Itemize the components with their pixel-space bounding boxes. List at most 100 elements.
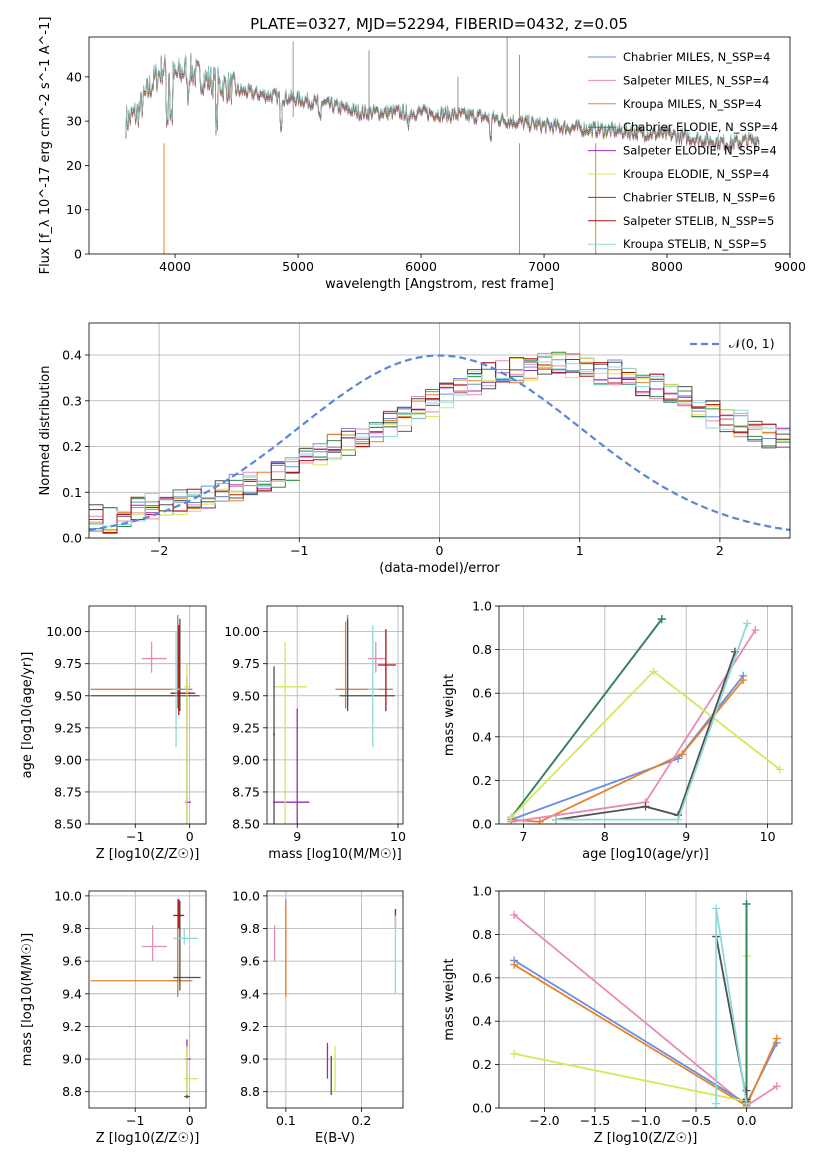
- axes-frame: [266, 890, 404, 1109]
- weight-line-chabrier_elodie: [510, 618, 663, 819]
- x-tick-label: −1.0: [630, 1113, 660, 1128]
- x-tick-label: 0: [186, 829, 194, 844]
- y-axis-label: age [log10(age/yr)]: [20, 652, 35, 779]
- weight-point-kroupa_miles: [510, 960, 519, 969]
- y-tick-label: 9.6: [240, 954, 260, 969]
- panel-mass_vs_ebv: 0.1 0.2 8.8 9.0 9.2 9.4 9.6 9.8 10.0 E(B-V): [232, 888, 404, 1146]
- x-axis-label: age [log10(age/yr)]: [582, 847, 709, 862]
- axes-frame: [266, 605, 404, 825]
- y-tick-label: 0.3: [62, 393, 82, 408]
- x-tick-label: 8000: [651, 259, 683, 274]
- panel-mass_vs_Z: −1 0 8.8 9.0 9.2 9.4 9.6 9.8 10.0 Z [log10(Z/Z☉)]…: [20, 888, 207, 1146]
- y-tick-label: 9.2: [240, 1019, 260, 1034]
- normal-curve: [89, 354, 790, 532]
- y-tick-label: 10.0: [232, 888, 260, 903]
- plot-area: [90, 614, 200, 824]
- x-axis-label: mass [log10(M/M☉)]: [268, 847, 401, 862]
- x-tick-label: −1: [126, 1113, 144, 1128]
- y-tick-label: 9.4: [62, 986, 82, 1001]
- y-tick-label: 0.4: [62, 348, 82, 363]
- y-axis-label: mass weight: [442, 674, 457, 756]
- legend-label: Chabrier ELODIE, N_SSP=4: [623, 120, 778, 134]
- grid: [499, 890, 792, 1109]
- y-tick-label: 0.6: [472, 970, 492, 985]
- y-tick-label: 10.00: [224, 624, 260, 639]
- grid: [267, 606, 403, 825]
- y-tick-label: 9.6: [62, 954, 82, 969]
- x-tick-label: 0.0: [737, 1113, 757, 1128]
- y-tick-label: 8.75: [54, 784, 82, 799]
- x-tick-label: −0.5: [681, 1113, 711, 1128]
- weight-point-kroupa_elodie: [510, 1049, 519, 1058]
- legend: 𝒩(0, 1): [690, 336, 775, 351]
- y-tick-label: 1.0: [472, 599, 492, 614]
- plot-area: [273, 899, 397, 1095]
- x-axis-label: wavelength [Angstrom, rest frame]: [325, 277, 554, 292]
- weight-point-kroupa_stelib: [742, 1099, 751, 1108]
- y-tick-label: 9.00: [232, 752, 260, 767]
- y-tick-label: 40: [66, 69, 82, 84]
- plot-area: [507, 615, 784, 824]
- y-tick-label: 10: [66, 202, 82, 217]
- axes-frame: [88, 605, 207, 825]
- y-tick-label: 1.0: [472, 884, 492, 899]
- y-tick-label: 9.2: [62, 1019, 82, 1034]
- y-tick-label: 0.8: [472, 642, 492, 657]
- weight-point-kroupa_miles: [535, 817, 544, 824]
- x-tick-label: 0.2: [351, 1113, 371, 1128]
- x-tick-label: 9000: [774, 259, 806, 274]
- x-tick-label: 7: [519, 829, 527, 844]
- x-tick-label: 0: [186, 1113, 194, 1128]
- x-axis-label: E(B-V): [315, 1131, 355, 1146]
- spectrum-line-kroupa_stelib: [125, 52, 760, 148]
- weight-line-kroupa_stelib: [715, 908, 748, 1104]
- y-tick-label: 0.2: [62, 439, 82, 454]
- weight-point-kroupa_elodie: [649, 667, 658, 676]
- weight-point-kroupa_elodie: [507, 813, 516, 822]
- y-tick-label: 0.8: [472, 927, 492, 942]
- x-tick-label: −2.0: [529, 1113, 559, 1128]
- y-tick-label: 9.0: [62, 1052, 82, 1067]
- weight-point-kroupa_stelib: [712, 1099, 721, 1108]
- y-tick-label: 0: [74, 247, 82, 262]
- legend: Chabrier MILES, N_SSP=4 Salpeter MILES, N…: [588, 50, 778, 251]
- y-tick-label: 10.00: [46, 624, 82, 639]
- y-tick-label: 0.4: [472, 1014, 492, 1029]
- weight-line-kroupa_miles: [511, 679, 744, 823]
- y-tick-label: 9.8: [240, 921, 260, 936]
- spectrum-line-salpeter_stelib: [125, 53, 760, 149]
- weight-point-salpeter_miles: [751, 625, 760, 634]
- y-tick-label: 9.25: [232, 720, 260, 735]
- legend-label: Chabrier STELIB, N_SSP=6: [623, 190, 775, 204]
- weight-point-salpeter_miles: [772, 1082, 781, 1091]
- legend-label: Kroupa MILES, N_SSP=4: [623, 97, 762, 111]
- panel-weight_vs_age: 7 8 9 10 0.0 0.2 0.4 0.6 0.8 1.0 age [log10(age/yr…: [442, 599, 793, 862]
- axes-frame: [88, 322, 791, 539]
- weight-point-kroupa_elodie: [775, 765, 784, 774]
- spectrum-line-chabrier_miles: [125, 57, 760, 154]
- spectrum-line-kroupa_elodie: [125, 54, 760, 150]
- axes-frame: [498, 890, 793, 1109]
- x-tick-label: 5000: [282, 259, 314, 274]
- weight-point-kroupa_miles: [678, 750, 687, 759]
- y-tick-label: 8.8: [240, 1084, 260, 1099]
- grid: [267, 891, 403, 1108]
- weight-point-chabrier_stelib: [641, 802, 650, 811]
- y-axis-label: Normed distribution: [38, 366, 53, 496]
- y-tick-label: 10.0: [54, 888, 82, 903]
- x-tick-label: 2: [716, 543, 724, 558]
- weight-point-chabrier_elodie: [742, 900, 751, 909]
- axes-frame: [88, 36, 791, 255]
- y-tick-label: 8.8: [62, 1084, 82, 1099]
- y-tick-label: 9.00: [54, 752, 82, 767]
- weight-point-kroupa_stelib: [551, 815, 560, 824]
- weight-line-salpeter_miles: [511, 629, 757, 823]
- weight-line-chabrier_stelib: [555, 651, 736, 821]
- legend-label: Kroupa STELIB, N_SSP=5: [623, 237, 767, 251]
- panel-weight_vs_Z: −2.0 −1.5 −1.0 −0.5 0.0 0.0 0.2 0.4 0.6 0.8 1.0 Z […: [442, 884, 793, 1146]
- x-tick-label: −1: [126, 829, 144, 844]
- weight-point-chabrier_elodie: [657, 615, 666, 624]
- y-tick-label: 9.0: [240, 1052, 260, 1067]
- legend-label: Salpeter MILES, N_SSP=4: [623, 73, 769, 87]
